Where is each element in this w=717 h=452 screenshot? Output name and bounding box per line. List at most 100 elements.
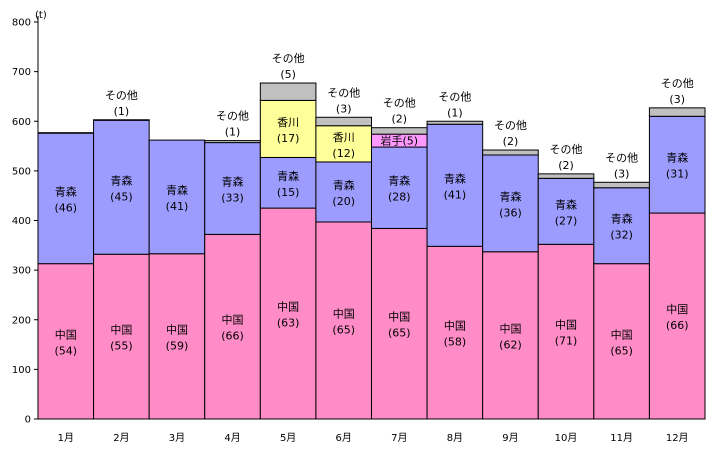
segment-name-label: 青森 xyxy=(166,183,188,197)
segment-name-label: 中国 xyxy=(499,322,521,335)
segment-value-label: (54) xyxy=(54,344,77,357)
other-value-label: (5) xyxy=(280,68,296,81)
segment-name-label: 中国 xyxy=(166,323,188,336)
bar-segment xyxy=(426,123,484,247)
y-tick-label: 400 xyxy=(12,216,31,227)
segment-name-label: 青森 xyxy=(110,173,132,187)
y-tick-label: 500 xyxy=(12,166,31,177)
x-axis: 1月 2月 3月 4月 5月 6月 7月 8月 9月 10月 11月 12月 xyxy=(38,418,705,444)
bar-segment xyxy=(593,263,650,420)
segment-value-label: (12) xyxy=(332,147,355,160)
bar-segment xyxy=(259,207,317,420)
y-axis: 0 100 200 300 400 500 600 700 800 xyxy=(12,16,39,426)
y-tick-label: 600 xyxy=(12,117,31,128)
bars xyxy=(37,82,706,420)
y-tick-label: 0 xyxy=(25,415,31,426)
segment-value-label: (58) xyxy=(444,336,467,349)
x-tick-label: 1月 xyxy=(58,432,74,444)
y-tick-label: 700 xyxy=(12,67,31,78)
bar-segment xyxy=(315,116,373,127)
bar-segment xyxy=(259,156,317,209)
segment-value-label: (36) xyxy=(499,206,522,219)
x-tick-label: 12月 xyxy=(666,432,689,444)
segment-name-label: 青森 xyxy=(555,197,577,211)
x-tick-label: 2月 xyxy=(113,432,129,444)
segment-name-label: 中国 xyxy=(611,328,633,341)
bar-segment xyxy=(648,115,706,214)
bar-segment xyxy=(148,253,206,420)
bar-segment xyxy=(315,161,373,223)
segment-value-label: (63) xyxy=(277,317,300,330)
segment-value-label: (65) xyxy=(610,344,633,357)
segment-value-label: (41) xyxy=(444,188,467,201)
segment-name-label: 中国 xyxy=(555,319,577,332)
bar-segment xyxy=(426,120,484,125)
bar-segment xyxy=(482,149,539,156)
other-value-label: (1) xyxy=(225,126,241,139)
segment-value-label: (66) xyxy=(666,319,689,332)
segment-value-label: (17) xyxy=(277,132,300,145)
segment-name-label: 青森 xyxy=(388,174,410,188)
other-value-label: (1) xyxy=(447,106,463,119)
bar-segment xyxy=(648,212,706,420)
segment-name-label: 青森 xyxy=(222,174,244,188)
bar-segment xyxy=(259,82,317,101)
segment-value-label: (32) xyxy=(610,229,633,242)
segment-name-label: 中国 xyxy=(277,301,299,314)
y-tick-label: 100 xyxy=(12,365,31,376)
segment-name-label: 青森 xyxy=(499,189,521,203)
other-name-label: その他 xyxy=(105,89,138,102)
bar-segment xyxy=(593,187,650,265)
y-tick-label: 200 xyxy=(12,315,31,326)
segment-name-label: 青森 xyxy=(55,184,77,198)
other-value-label: (2) xyxy=(558,159,574,172)
bar-segment xyxy=(648,107,706,117)
bar-segment xyxy=(37,132,95,265)
bar-segment xyxy=(93,119,150,255)
other-name-label: その他 xyxy=(550,143,583,156)
segment-value-label: (28) xyxy=(388,191,411,204)
bar-segment xyxy=(204,140,261,144)
x-tick-label: 7月 xyxy=(391,432,407,444)
segment-value-label: (33) xyxy=(221,191,244,204)
segment-name-label: 中国 xyxy=(110,324,132,337)
x-tick-label: 5月 xyxy=(280,432,296,444)
segment-name-label: 中国 xyxy=(333,307,355,320)
bar-segment xyxy=(482,251,539,420)
segment-value-label: (66) xyxy=(221,330,244,343)
y-axis-unit: (t) xyxy=(35,10,47,21)
other-value-label: (3) xyxy=(614,167,630,180)
segment-name-label: 中国 xyxy=(222,314,244,327)
segment-value-label: (20) xyxy=(332,195,355,208)
bar-segment xyxy=(593,181,650,189)
bar-segment xyxy=(259,99,317,158)
segment-name-label: 中国 xyxy=(666,303,688,316)
other-name-label: その他 xyxy=(661,77,694,90)
bar-segment xyxy=(37,263,95,420)
bar-segment xyxy=(315,125,373,163)
bar-segment xyxy=(93,253,150,420)
bar-segment xyxy=(426,245,484,420)
other-name-label: その他 xyxy=(438,90,471,103)
segment-name-label: 青森 xyxy=(611,212,633,226)
other-value-label: (1) xyxy=(114,105,130,118)
bar-segment xyxy=(537,243,595,420)
segment-value-label: (31) xyxy=(666,168,689,181)
other-name-label: その他 xyxy=(272,52,305,65)
x-tick-label: 8月 xyxy=(447,432,463,444)
segment-name-label: 中国 xyxy=(444,320,466,333)
segment-name-label: 中国 xyxy=(388,311,410,324)
segment-value-label: (45) xyxy=(110,190,133,203)
bar-segment xyxy=(148,139,206,255)
x-tick-label: 9月 xyxy=(502,432,518,444)
x-tick-label: 3月 xyxy=(169,432,185,444)
segment-value-label: (62) xyxy=(499,338,522,351)
bar-segment xyxy=(370,146,428,229)
other-name-label: その他 xyxy=(494,119,527,132)
segment-value-label: (46) xyxy=(54,201,77,214)
segment-name-label: 青森 xyxy=(333,178,355,192)
segment-inline-label: 岩手(5) xyxy=(380,134,418,148)
bar-segment xyxy=(315,221,373,420)
bar-segment xyxy=(537,173,595,179)
x-tick-label: 10月 xyxy=(555,432,578,444)
